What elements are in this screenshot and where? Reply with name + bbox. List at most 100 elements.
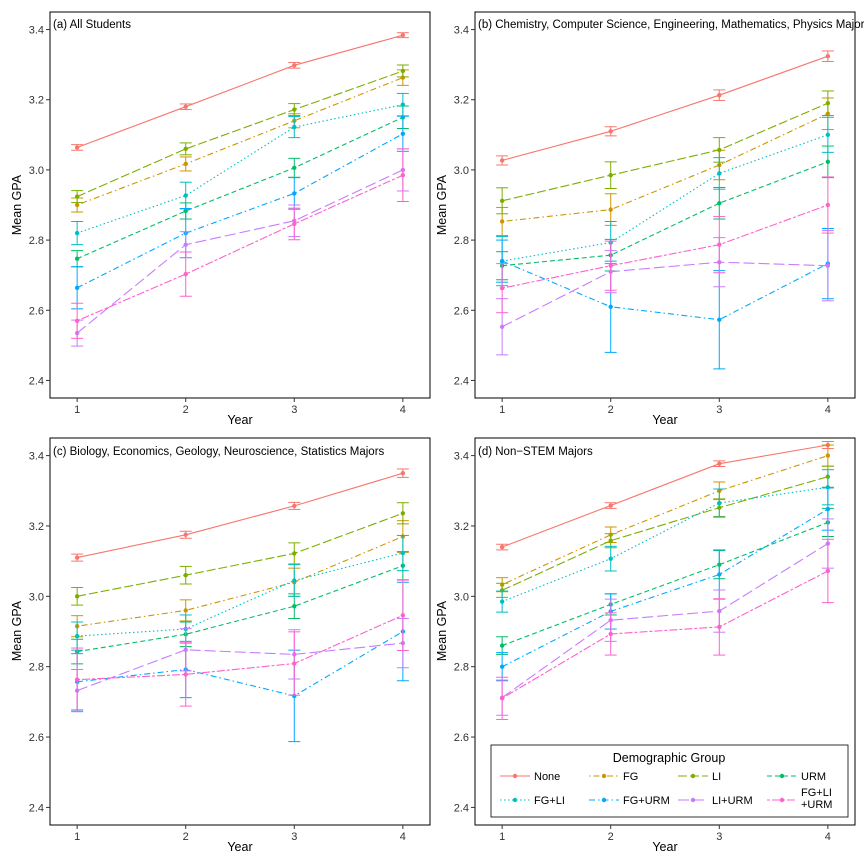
panel-c-xtick-label: 1 xyxy=(74,831,80,843)
panel-d-frame xyxy=(474,437,856,826)
panel-b-line-fg-li-urm xyxy=(501,204,829,289)
panel-a-point-li-urm xyxy=(183,242,188,247)
panel-c-xlabel: Year xyxy=(227,840,252,854)
panel-a-point-fg-li-urm xyxy=(74,318,80,323)
panel-b-point-fg-li xyxy=(717,171,722,176)
panel-a-line-li-urm xyxy=(76,169,404,334)
panel-a-point-fg-li xyxy=(292,124,297,130)
panel-c-ylabel: Mean GPA xyxy=(10,600,24,661)
panel-c-point-fg-li-urm xyxy=(400,613,406,618)
panel-a-point-fg-li-urm xyxy=(400,172,406,178)
panel-a-point-fg-urm xyxy=(292,191,297,196)
panel-b-point-fg-li-urm xyxy=(825,202,831,208)
panel-a-point-none xyxy=(183,104,188,109)
panel-a-ytick-label: 3.2 xyxy=(29,95,44,107)
panel-a-ytick-label: 3.0 xyxy=(29,165,44,177)
panel-a-xtick-label: 2 xyxy=(183,404,189,416)
panel-d-axes: 2.4 2.6 2.8 3.0 3.2 3.4 1 2 3 4 xyxy=(454,451,831,843)
panel-a-line-urm xyxy=(76,116,404,260)
legend-label-fg-li: FG+LI xyxy=(534,795,565,807)
legend-label-li-urm: LI+URM xyxy=(712,795,753,807)
panel-c-line-fg-li-urm xyxy=(77,614,404,681)
panel-c-series-fg-li-urm xyxy=(71,579,409,712)
legend-marker-fg-urm xyxy=(601,797,607,803)
panel-b-point-fg xyxy=(608,207,613,212)
legend-label-fg-urm: FG+URM xyxy=(623,795,670,807)
panel-b-point-fg-urm xyxy=(499,258,505,264)
legend-entry-li: LI xyxy=(678,771,721,783)
panel-a-xtick-label: 3 xyxy=(291,404,297,416)
panel-d-point-fg-li xyxy=(499,599,505,604)
panel-b-line-fg-urm xyxy=(501,260,829,321)
panel-a: (a) All Students Year Mean GPA 2.4 2.6 2.8… xyxy=(10,11,431,427)
legend-marker-none xyxy=(512,773,518,779)
panel-a-line-li xyxy=(76,70,404,198)
legend-label-fg: FG xyxy=(623,771,638,783)
panel-c-axes: 2.4 2.6 2.8 3.0 3.2 3.4 1 2 3 4 xyxy=(29,451,406,843)
panel-a-ytick-label: 3.4 xyxy=(29,25,44,37)
legend-marker-li-urm xyxy=(690,797,696,803)
panel-b-xtick-label: 1 xyxy=(499,404,505,416)
panel-d-ytick-label: 2.6 xyxy=(454,732,469,744)
panel-b-point-none xyxy=(608,129,613,134)
panel-d-point-fg-urm xyxy=(825,506,831,512)
panel-b-plot xyxy=(496,50,834,370)
panel-b-point-li xyxy=(499,198,505,203)
panel-d-xtick-label: 1 xyxy=(499,831,505,843)
panel-b-line-urm xyxy=(502,161,829,267)
panel-a-point-urm xyxy=(292,165,297,171)
legend-marker-urm xyxy=(779,773,785,779)
panel-b-point-li-urm xyxy=(499,324,505,329)
panel-b-ytick-label: 2.4 xyxy=(454,375,469,387)
legend-marker-fg xyxy=(601,773,607,779)
panel-c-point-none xyxy=(292,503,297,509)
panel-d-ytick-label: 3.0 xyxy=(454,591,469,603)
panel-c-title: (c) Biology, Economics, Geology, Neurosc… xyxy=(53,446,385,458)
panel-c-point-none xyxy=(400,470,406,476)
panel-b-title: (b) Chemistry, Computer Science, Enginee… xyxy=(478,19,864,31)
panel-d-point-fg-li xyxy=(717,500,722,506)
panel-d-series-none xyxy=(496,441,834,551)
panel-c-xtick-label: 4 xyxy=(400,831,406,843)
panel-a-line-fg xyxy=(76,77,404,206)
panel-b-ytick-label: 3.2 xyxy=(454,95,469,107)
panel-b-point-fg-li-urm xyxy=(717,242,722,247)
panel-b-axes: 2.4 2.6 2.8 3.0 3.2 3.4 1 2 3 4 xyxy=(454,25,831,416)
panel-d-plot xyxy=(496,441,834,720)
panel-b-ytick-label: 3.4 xyxy=(454,25,469,37)
panel-a-point-fg-urm xyxy=(74,285,80,291)
panel-d-point-fg-li-urm xyxy=(717,624,722,630)
panel-a-title: (a) All Students xyxy=(53,19,131,31)
panel-d-xlabel: Year xyxy=(652,840,677,854)
panel-a-point-fg-li xyxy=(74,230,80,236)
panel-c-series-li xyxy=(71,502,409,606)
panel-a-plot xyxy=(71,32,409,347)
legend-entries: None FG LI URM FG+LI FG+URM LI+URM FG+LI +URM xyxy=(500,771,832,811)
panel-c-line-li xyxy=(76,512,404,597)
panel-d-point-fg-li-urm xyxy=(825,568,831,574)
panel-c-line-urm xyxy=(77,565,404,653)
panel-a-frame xyxy=(49,11,431,399)
legend-entry-fg-li-urm: FG+LI +URM xyxy=(767,787,832,811)
panel-c-point-urm xyxy=(292,603,297,609)
panel-a-point-none xyxy=(400,32,406,38)
panel-a-point-li xyxy=(292,107,297,112)
panel-a-line-fg-li xyxy=(76,104,404,234)
legend-label-fg-li-urm: FG+LI +URM xyxy=(801,787,832,811)
panel-a-point-fg xyxy=(183,161,188,167)
panel-a-point-li xyxy=(74,194,80,199)
panel-b-point-none xyxy=(825,54,831,59)
panel-b-point-fg-li-urm xyxy=(499,285,505,291)
panel-b-point-fg-li-urm xyxy=(608,263,613,268)
panel-d-point-fg-urm xyxy=(717,572,722,577)
panel-c: (c) Biology, Economics, Geology, Neurosc… xyxy=(10,437,431,854)
panel-a-line-fg-li-urm xyxy=(76,174,404,322)
panel-c-point-li xyxy=(400,511,406,516)
panel-b-ylabel: Mean GPA xyxy=(435,174,449,235)
panel-a-series-fg-li-urm xyxy=(71,148,409,339)
legend-label-urm: URM xyxy=(801,771,826,783)
panel-c-line-fg-li xyxy=(77,552,404,637)
panel-d-point-fg xyxy=(825,453,831,458)
panel-b-point-li xyxy=(717,147,722,153)
panel-a-line-none xyxy=(76,34,404,149)
